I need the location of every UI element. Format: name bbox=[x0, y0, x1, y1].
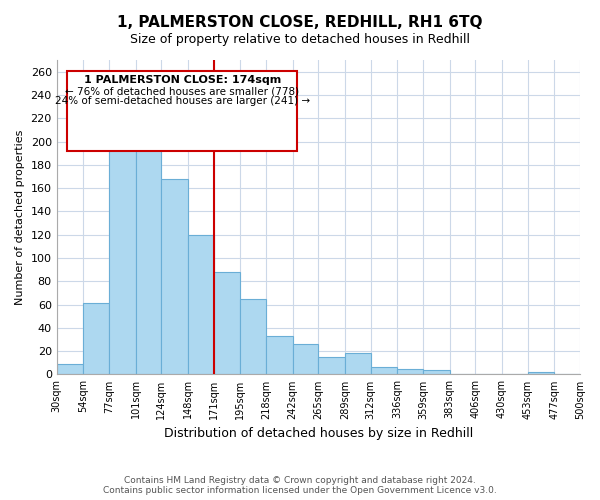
Bar bbox=[161, 179, 188, 374]
Bar bbox=[188, 234, 214, 374]
Bar bbox=[241, 298, 266, 374]
Bar bbox=[109, 136, 136, 374]
Text: Size of property relative to detached houses in Redhill: Size of property relative to detached ho… bbox=[130, 32, 470, 46]
Bar bbox=[397, 368, 423, 374]
Text: ← 76% of detached houses are smaller (778): ← 76% of detached houses are smaller (77… bbox=[65, 86, 299, 96]
Bar bbox=[83, 304, 109, 374]
X-axis label: Distribution of detached houses by size in Redhill: Distribution of detached houses by size … bbox=[164, 427, 473, 440]
Bar bbox=[266, 336, 293, 374]
Bar bbox=[293, 344, 319, 374]
Text: 1 PALMERSTON CLOSE: 174sqm: 1 PALMERSTON CLOSE: 174sqm bbox=[83, 75, 281, 85]
Bar bbox=[319, 357, 345, 374]
Bar bbox=[371, 368, 397, 374]
FancyBboxPatch shape bbox=[67, 71, 298, 151]
Bar bbox=[345, 354, 371, 374]
Text: 24% of semi-detached houses are larger (241) →: 24% of semi-detached houses are larger (… bbox=[55, 96, 310, 106]
Bar bbox=[56, 364, 83, 374]
Bar bbox=[214, 272, 241, 374]
Bar bbox=[136, 130, 161, 374]
Bar bbox=[527, 372, 554, 374]
Y-axis label: Number of detached properties: Number of detached properties bbox=[15, 130, 25, 305]
Text: Contains HM Land Registry data © Crown copyright and database right 2024.
Contai: Contains HM Land Registry data © Crown c… bbox=[103, 476, 497, 495]
Bar bbox=[423, 370, 450, 374]
Text: 1, PALMERSTON CLOSE, REDHILL, RH1 6TQ: 1, PALMERSTON CLOSE, REDHILL, RH1 6TQ bbox=[117, 15, 483, 30]
